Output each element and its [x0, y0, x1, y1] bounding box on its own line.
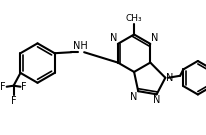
- Text: NH: NH: [73, 41, 87, 51]
- Text: F: F: [21, 82, 27, 92]
- Text: N: N: [109, 33, 116, 43]
- Text: N: N: [129, 92, 137, 102]
- Text: F: F: [11, 96, 16, 106]
- Text: CH₃: CH₃: [125, 14, 142, 23]
- Text: F: F: [0, 82, 6, 92]
- Text: N: N: [151, 33, 158, 43]
- Text: N: N: [152, 95, 160, 105]
- Text: N: N: [166, 73, 173, 83]
